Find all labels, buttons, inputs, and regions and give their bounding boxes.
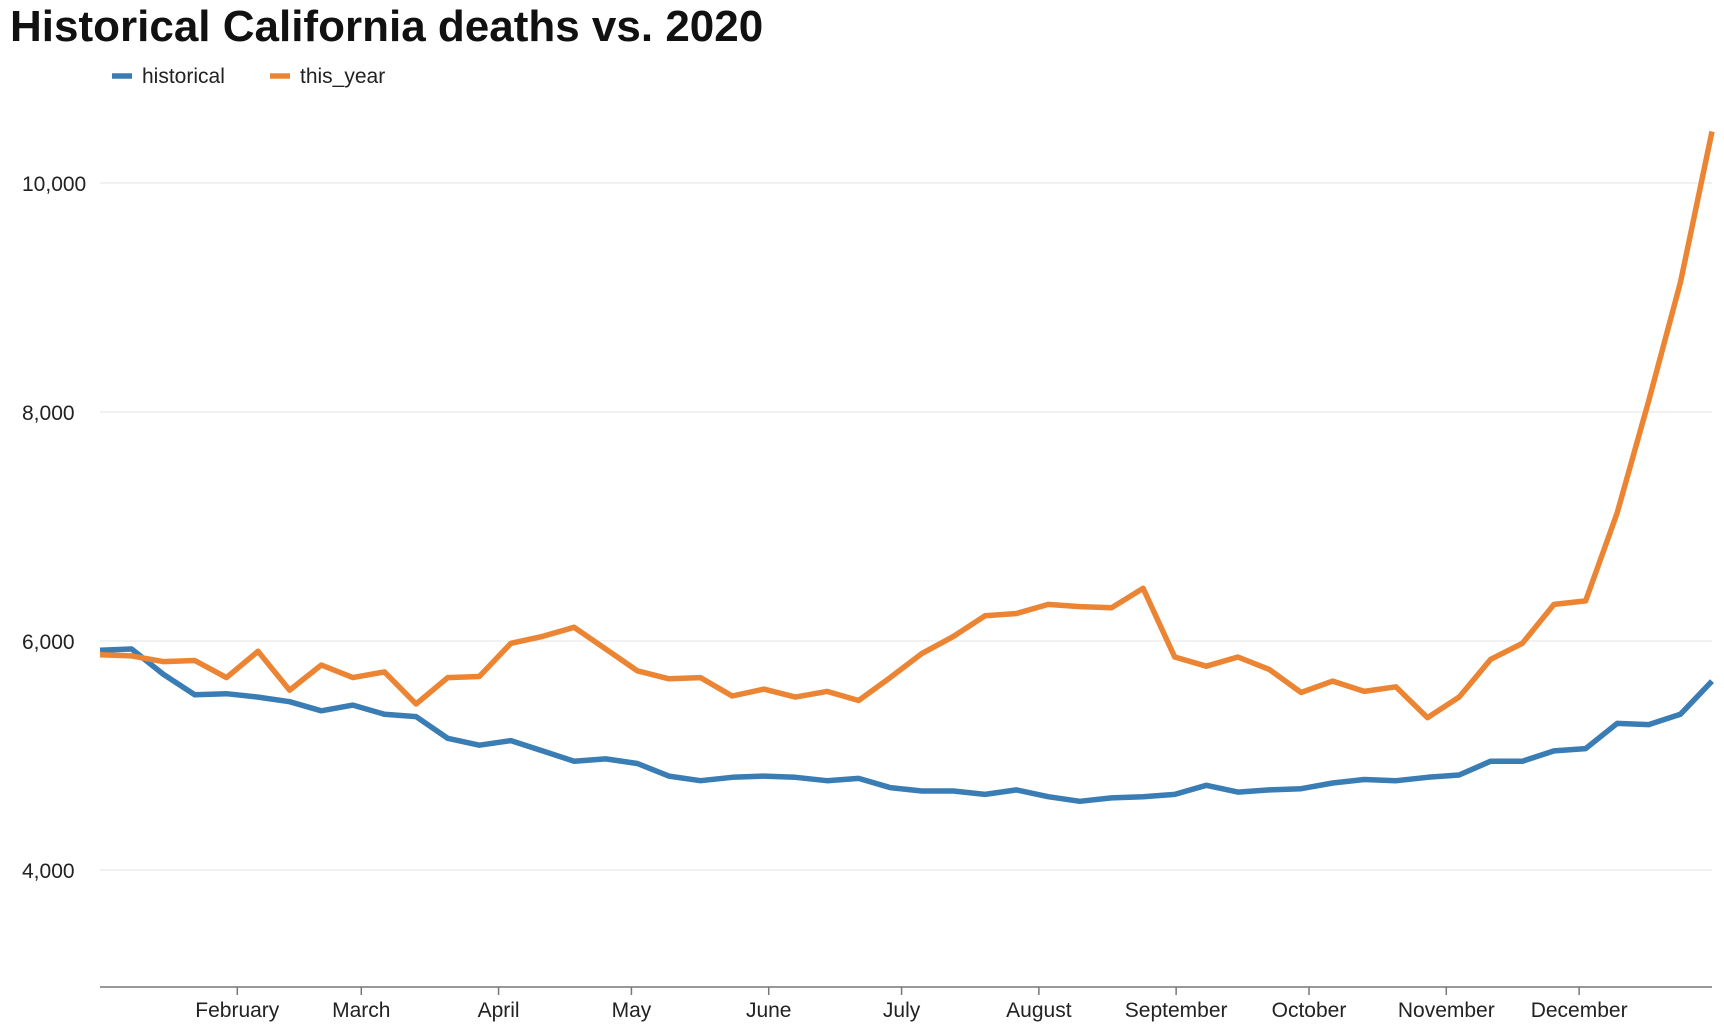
x-tick-label: May	[612, 999, 652, 1022]
legend: historical this_year	[112, 65, 385, 88]
series-line-this-year	[99, 130, 1715, 721]
gridlines	[100, 182, 1712, 871]
x-axis: February March April May June July August Septe…	[100, 986, 1712, 1022]
series-lines	[99, 130, 1715, 805]
legend-label: historical	[142, 65, 225, 88]
x-tick-label: July	[883, 999, 921, 1022]
y-tick-label: 6,000	[22, 631, 75, 654]
legend-label: this_year	[300, 65, 385, 88]
x-tick-label: August	[1006, 999, 1072, 1022]
x-tick-label: June	[746, 999, 792, 1022]
y-tick-label: 8,000	[22, 402, 75, 425]
y-axis: 4,000 6,000 8,000 10,000	[22, 173, 86, 883]
x-tick-label: December	[1531, 999, 1628, 1022]
y-tick-label: 10,000	[22, 173, 86, 196]
x-tick-label: October	[1272, 999, 1347, 1022]
series-line-historical	[99, 646, 1714, 805]
chart-title: Historical California deaths vs. 2020	[10, 2, 764, 51]
x-tick-label: March	[332, 999, 390, 1022]
y-tick-label: 4,000	[22, 860, 75, 883]
x-tick-label: September	[1125, 999, 1228, 1022]
x-tick-label: April	[478, 999, 520, 1022]
x-tick-label: November	[1398, 999, 1495, 1022]
x-tick-label: February	[195, 999, 280, 1022]
